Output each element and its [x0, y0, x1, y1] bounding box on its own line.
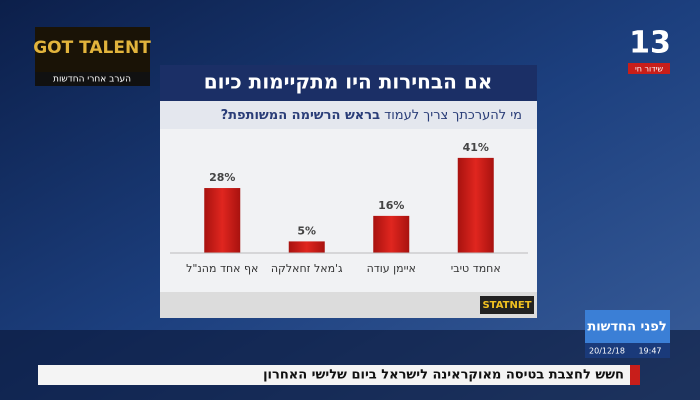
ticker: חשש לחצבת בטיסה מאוקראינה לישראל ביום של… [38, 365, 640, 385]
value-label: 5% [297, 224, 316, 237]
chart-title: אם הבחירות היו מתקיימות כיום [204, 70, 493, 94]
bar [288, 241, 325, 253]
bar [457, 157, 494, 253]
show-box: לפני החדשות 20/12/18 19:47 [585, 310, 670, 358]
bar [204, 188, 241, 253]
footer-bar [160, 292, 537, 318]
source-box [480, 296, 534, 314]
subtitle-bar [160, 101, 537, 129]
promo-title: GOT TALENT [33, 38, 151, 58]
promo-strip [35, 72, 150, 86]
promo-box [35, 27, 150, 72]
bar [373, 215, 410, 253]
ticker-text: חשש לחצבת בטיסה מאוקראינה לישראל ביום של… [263, 368, 624, 383]
ticker-edge [630, 365, 640, 385]
title-bar [160, 65, 537, 101]
show-date-box [585, 343, 670, 358]
subtitle-bold: בראש הרשימה המשותפת? [221, 108, 380, 123]
subtitle-plain: מי להערכתך צריך לעמוד [384, 108, 522, 123]
live-box [628, 63, 670, 74]
channel-number: 13 [629, 26, 671, 61]
source: STATNET [482, 300, 531, 311]
category-label: אף אחד מהנ"ל [186, 262, 258, 275]
live-label: שידור חי [635, 65, 663, 74]
category-label: איימן עודה [367, 262, 416, 275]
promo-subtitle: הערב אחרי החדשות [53, 75, 131, 85]
category-label: ג'מאל זחאלקה [271, 262, 343, 275]
show-name: לפני החדשות [587, 320, 666, 335]
channel-logo: 13 שידור חי [628, 26, 671, 74]
value-label: 16% [378, 199, 404, 212]
show-time: 19:47 [638, 347, 661, 356]
promo-logo: GOT TALENT הערב אחרי החדשות [33, 27, 151, 86]
show-date: 20/12/18 [589, 347, 625, 356]
chart-subtitle: מי להערכתך צריך לעמוד בראש הרשימה המשותפ… [221, 108, 522, 123]
show-name-box [585, 310, 670, 343]
ticker-bar [38, 365, 636, 385]
value-label: 28% [209, 171, 235, 184]
value-label: 41% [463, 141, 489, 154]
category-label: אחמד טיבי [451, 262, 501, 275]
